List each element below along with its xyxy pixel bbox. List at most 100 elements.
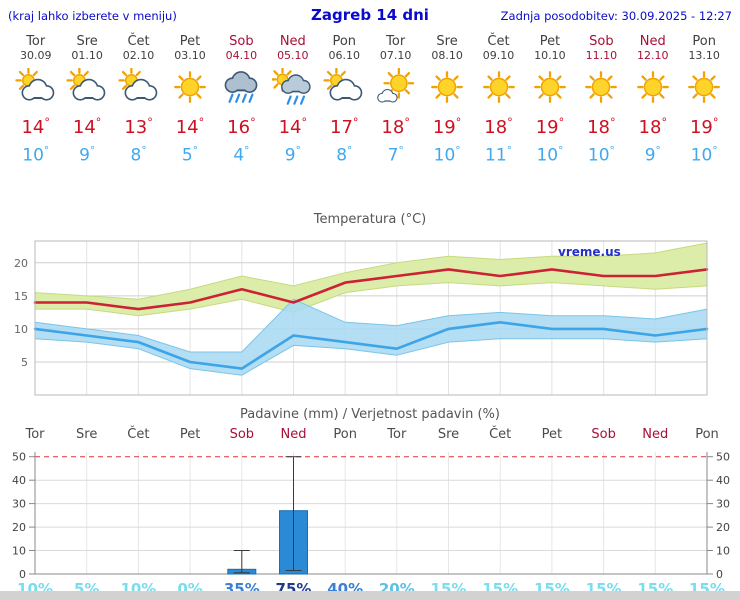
day-column: Pon 06.10 17° 8°: [319, 34, 370, 166]
svg-text:10: 10: [12, 544, 26, 557]
svg-text:Pet: Pet: [542, 427, 562, 442]
sunny-icon: [169, 68, 211, 108]
max-temperature: 19°: [689, 116, 719, 138]
min-temperature: 11°: [485, 145, 512, 166]
page-header: (kraj lahko izberete v meniju) Zagreb 14…: [0, 0, 740, 24]
min-temperature: 10°: [22, 145, 50, 166]
max-temperature: 14°: [175, 116, 205, 138]
svg-text:Sre: Sre: [438, 427, 459, 442]
precip-range-whiskers: [233, 455, 302, 573]
day-name: Sob: [229, 34, 254, 49]
sunny-icon: [478, 68, 520, 108]
day-date: 02.10: [122, 49, 155, 62]
svg-text:Pet: Pet: [180, 427, 200, 442]
day-date: 13.10: [688, 49, 720, 62]
temperature-chart-svg: 5 10 15 20 vreme.us: [14, 240, 709, 396]
forecast-days-row: Tor 30.09 14° 10° Sre 01.10 14° 9° Čet 02.10 13° 8°…: [0, 34, 740, 166]
max-temperature: 14°: [72, 116, 102, 138]
day-column: Ned 12.10 18° 9°: [627, 34, 678, 166]
horizontal-scrollbar[interactable]: [0, 591, 740, 600]
day-name: Ned: [279, 34, 306, 49]
svg-text:0: 0: [19, 568, 26, 581]
svg-text:Čet: Čet: [127, 426, 149, 442]
temperature-chart-title: Temperatura (°C): [313, 211, 427, 227]
day-column: Sre 01.10 14° 9°: [61, 34, 112, 166]
svg-text:20: 20: [716, 521, 730, 534]
min-temperature: 5°: [181, 145, 199, 166]
sunny-icon: [632, 68, 674, 108]
day-date: 03.10: [174, 49, 206, 62]
precip-bars: [227, 509, 308, 575]
svg-text:5: 5: [21, 356, 28, 369]
svg-text:Sob: Sob: [591, 427, 615, 442]
max-temperature: 19°: [432, 116, 462, 138]
day-column: Pet 10.10 19° 10°: [524, 34, 575, 166]
max-temperature: 19°: [535, 116, 565, 138]
temp-plot-border: [34, 240, 708, 396]
last-updated-text: Zadnja posodobitev: 30.09.2025 - 12:27: [500, 9, 732, 23]
svg-text:Čet: Čet: [489, 426, 511, 442]
max-temperature: 18°: [638, 116, 668, 138]
svg-text:40: 40: [12, 474, 26, 487]
max-temperature: 17°: [330, 116, 359, 138]
day-date: 09.10: [482, 49, 515, 62]
day-date: 30.09: [19, 49, 52, 62]
min-temperature: 8°: [336, 145, 353, 166]
day-name: Sre: [76, 34, 98, 49]
day-name: Tor: [26, 34, 46, 49]
svg-text:40: 40: [716, 474, 730, 487]
day-date: 11.10: [585, 49, 618, 62]
temp-axis-labels: 5 10 15 20: [14, 256, 28, 368]
rain-sun-icon: [271, 68, 314, 108]
svg-text:30: 30: [12, 497, 26, 510]
day-column: Sob 04.10 16° 4°: [216, 34, 267, 166]
location-menu-hint: (kraj lahko izberete v meniju): [8, 9, 177, 23]
day-column: Čet 02.10 13° 8°: [113, 34, 164, 166]
svg-text:Tor: Tor: [24, 427, 45, 442]
day-column: Sre 08.10 19° 10°: [421, 34, 472, 166]
min-temp-line: [33, 320, 709, 370]
max-temperature: 18°: [484, 116, 513, 138]
partly-cloudy-icon: [15, 68, 57, 108]
svg-text:Pon: Pon: [333, 427, 357, 442]
precip-day-labels: Tor Sre Čet Pet Sob Ned Pon Tor Sre Čet Pet Sob Ned P…: [24, 426, 718, 442]
min-temperature: 9°: [644, 145, 661, 166]
day-column: Ned 05.10 14° 9°: [267, 34, 318, 166]
day-date: 08.10: [431, 49, 463, 62]
precipitation-chart: Tor Sre Čet Pet Sob Ned Pon Tor Sre Čet Pet Sob Ned P…: [0, 422, 740, 600]
partly-cloudy-icon: [323, 68, 365, 108]
svg-text:Pon: Pon: [695, 427, 719, 442]
day-date: 06.10: [328, 49, 360, 62]
svg-text:Sre: Sre: [76, 427, 97, 442]
max-temp-line: [33, 267, 709, 311]
max-temperature: 18°: [381, 116, 410, 138]
min-temperature: 4°: [233, 145, 250, 166]
day-date: 05.10: [277, 49, 309, 62]
max-temperature: 18°: [587, 116, 616, 138]
rain-icon: [220, 68, 262, 108]
day-name: Pet: [179, 34, 201, 49]
day-name: Pet: [539, 34, 561, 49]
sunny-icon: [529, 68, 571, 108]
day-column: Pon 13.10 19° 10°: [678, 34, 729, 166]
day-name: Sre: [436, 34, 458, 49]
day-name: Pon: [692, 34, 716, 49]
day-name: Čet: [487, 34, 510, 49]
svg-text:20: 20: [14, 256, 28, 269]
max-temperature: 16°: [227, 116, 256, 138]
precip-axes: 0 0 10 10 20 20 30 30 40 40 50 50: [12, 450, 730, 580]
max-temperature: 13°: [124, 116, 153, 138]
temperature-chart: 5 10 15 20 vreme.us: [0, 235, 740, 403]
day-column: Sob 11.10 18° 10°: [576, 34, 627, 166]
day-name: Sob: [589, 34, 614, 49]
day-date: 04.10: [225, 49, 258, 62]
precip-gridlines: [34, 451, 708, 574]
svg-text:Ned: Ned: [281, 427, 307, 442]
day-column: Čet 09.10 18° 11°: [473, 34, 524, 166]
precipitation-chart-title: Padavine (mm) / Verjetnost padavin (%): [240, 406, 500, 422]
watermark-link[interactable]: vreme.us: [558, 245, 621, 259]
svg-text:10: 10: [716, 544, 730, 557]
min-temperature: 10°: [433, 145, 461, 166]
page-title: Zagreb 14 dni: [311, 6, 429, 24]
day-column: Tor 30.09 14° 10°: [10, 34, 61, 166]
